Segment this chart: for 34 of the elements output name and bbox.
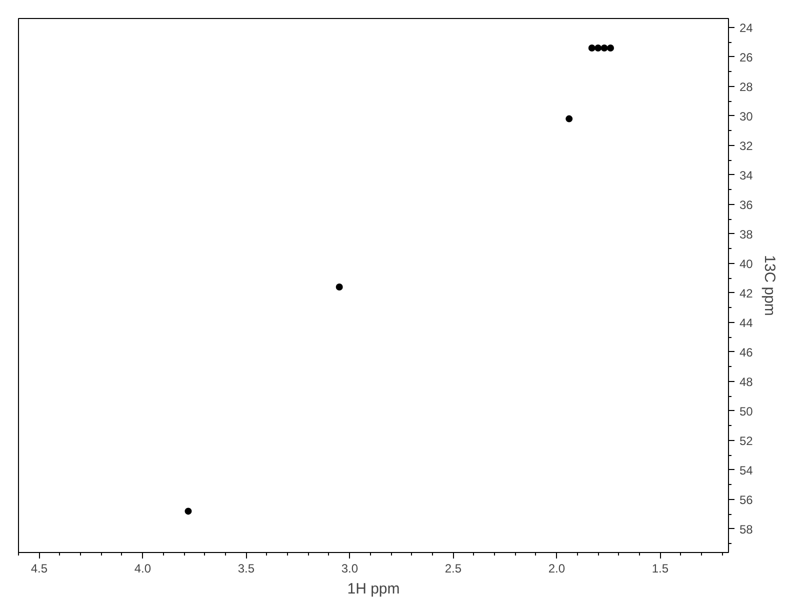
point [336,283,343,290]
y-tick-label: 56 [740,492,754,507]
y-tick-label: 58 [740,522,754,536]
y-tick-label: 30 [740,109,754,124]
x-tick-label: 3.5 [238,562,255,576]
y-axis-title: 13C ppm [760,255,778,316]
point [588,44,596,52]
x-tick-label: 2.5 [444,562,462,576]
y-tick-label: 54 [740,463,754,478]
x-tick-label: 4.5 [30,562,48,576]
x-tick-label: 3.0 [341,562,358,576]
point [184,508,192,515]
y-tick-label: 40 [740,256,754,271]
point [600,44,608,52]
y-tick-label: 48 [740,374,754,389]
x-axis-title: 1H ppm [347,580,400,598]
y-tick-label: 44 [740,316,754,330]
y-tick-label: 26 [740,50,754,64]
y-tick-label: 28 [740,80,754,94]
y-tick-label: 42 [740,286,754,300]
y-tick-label: 50 [740,404,754,418]
x-tick-label: 1.5 [652,562,669,576]
y-tick-label: 52 [740,434,754,448]
x-tick-label: 4.0 [134,562,152,576]
y-tick-label: 24 [740,20,754,35]
point [607,44,614,52]
x-tick-label: 2.0 [548,562,566,576]
point [594,44,602,52]
y-tick-label: 32 [740,138,754,153]
y-tick-label: 36 [740,198,754,212]
y-tick-label: 38 [740,227,754,242]
y-tick-label: 34 [740,168,754,182]
point [566,115,573,122]
y-tick-label: 46 [740,345,754,360]
